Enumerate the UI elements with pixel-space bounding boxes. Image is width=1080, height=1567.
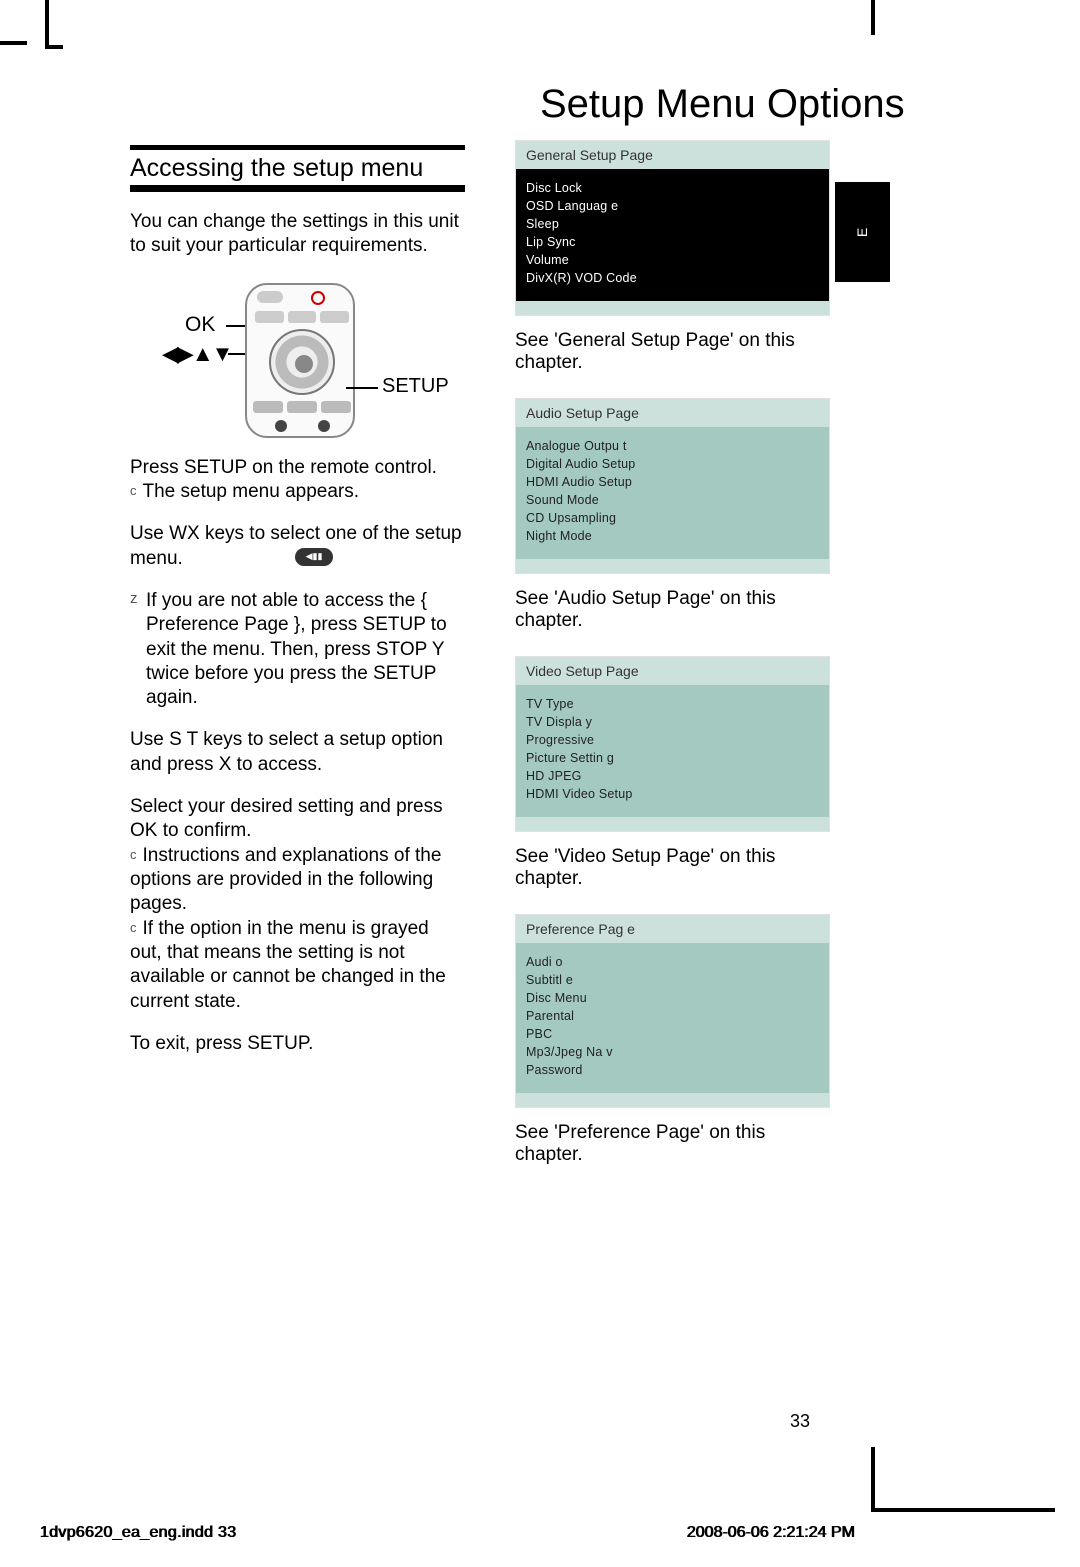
- text: Press SETUP on the remote control.: [130, 457, 437, 478]
- menu-item: Sleep: [526, 217, 819, 231]
- menu-footer: [516, 559, 829, 573]
- menu-item: Mp3/Jpeg Na v: [526, 1045, 819, 1059]
- menu-body: Analogue Outpu t Digital Audio Setup HDMI …: [516, 427, 829, 559]
- menu-body: Disc Lock OSD Languag e Sleep Lip Sync Volum…: [516, 169, 829, 301]
- menu-footer: [516, 301, 829, 315]
- menu-header: General Setup Page: [516, 141, 829, 169]
- text: If the option in the menu is grayed out,…: [130, 918, 446, 1012]
- footer-file: 1dvp6620_ea_eng.indd 33: [40, 1524, 236, 1542]
- menu-item: Disc Menu: [526, 991, 819, 1005]
- menu-item: Sound Mode: [526, 493, 819, 507]
- see-reference: See 'Video Setup Page' on this chapter.: [515, 846, 830, 890]
- text: The setup menu appears.: [143, 481, 360, 502]
- menu-header: Audio Setup Page: [516, 399, 829, 427]
- remote-label-setup: SETUP: [382, 375, 449, 398]
- step-text: Select your desired setting and press OK…: [130, 795, 465, 1014]
- menu-item: HDMI Audio Setup: [526, 475, 819, 489]
- crop-mark: [875, 1508, 1055, 1512]
- side-tab-label: E: [855, 227, 871, 237]
- menu-item: Progressive: [526, 733, 819, 747]
- text: Instructions and explanations of the opt…: [130, 845, 441, 915]
- see-reference: See 'Preference Page' on this chapter.: [515, 1122, 830, 1166]
- menu-box-preference: Preference Pag e Audi o Subtitl e Disc Menu…: [515, 914, 830, 1108]
- menu-box-general: General Setup Page Disc Lock OSD Languag e…: [515, 140, 830, 316]
- menu-item: Audi o: [526, 955, 819, 969]
- menu-item: TV Type: [526, 697, 819, 711]
- menu-item: Digital Audio Setup: [526, 457, 819, 471]
- intro-text: You can change the settings in this unit…: [130, 210, 465, 259]
- menu-box-video: Video Setup Page TV Type TV Displa y Progre…: [515, 656, 830, 832]
- crop-mark: [871, 1447, 875, 1512]
- leader-line: [346, 387, 378, 389]
- step-text: Press SETUP on the remote control. c The …: [130, 456, 465, 505]
- remote-illustration: OK ◀▶▲▼ ◀▮▮ SETUP: [130, 273, 465, 438]
- menu-item: Password: [526, 1063, 819, 1077]
- note-text: If you are not able to access the { Pref…: [130, 589, 465, 711]
- menu-item: CD Upsampling: [526, 511, 819, 525]
- arrow-icon: c: [130, 920, 137, 935]
- menu-item: Night Mode: [526, 529, 819, 543]
- step-text: Use S T keys to select a setup option an…: [130, 728, 465, 777]
- text: Select your desired setting and press OK…: [130, 796, 443, 841]
- remote-body: ◀▮▮: [245, 283, 355, 438]
- menu-previews: General Setup Page Disc Lock OSD Languag e…: [515, 140, 830, 1190]
- divider: [130, 145, 465, 150]
- menu-item: HD JPEG: [526, 769, 819, 783]
- divider: [130, 187, 465, 192]
- page-number: 33: [790, 1411, 810, 1432]
- footer-timestamp: 2008-06-06 2:21:24 PM: [687, 1524, 855, 1542]
- menu-item: HDMI Video Setup: [526, 787, 819, 801]
- menu-item: Volume: [526, 253, 819, 267]
- crop-mark: [0, 0, 27, 45]
- side-tab: E: [835, 182, 890, 282]
- menu-box-audio: Audio Setup Page Analogue Outpu t Digital …: [515, 398, 830, 574]
- page-title: Setup Menu Options: [540, 82, 905, 127]
- menu-item: Analogue Outpu t: [526, 439, 819, 453]
- menu-header: Preference Pag e: [516, 915, 829, 943]
- power-icon: [311, 291, 325, 305]
- arrow-icon: c: [130, 483, 137, 498]
- menu-footer: [516, 1093, 829, 1107]
- menu-item: TV Displa y: [526, 715, 819, 729]
- menu-item: Subtitl e: [526, 973, 819, 987]
- menu-item: Lip Sync: [526, 235, 819, 249]
- menu-item: Picture Settin g: [526, 751, 819, 765]
- menu-footer: [516, 817, 829, 831]
- remote-label-ok: OK: [185, 313, 215, 337]
- arrow-icon: c: [130, 847, 137, 862]
- crop-mark: [45, 45, 63, 49]
- section-heading: Accessing the setup menu: [130, 154, 465, 183]
- see-reference: See 'Audio Setup Page' on this chapter.: [515, 588, 830, 632]
- menu-item: Parental: [526, 1009, 819, 1023]
- crop-mark: [45, 0, 49, 45]
- menu-item: OSD Languag e: [526, 199, 819, 213]
- menu-header: Video Setup Page: [516, 657, 829, 685]
- step-text: To exit, press SETUP.: [130, 1032, 465, 1056]
- see-reference: See 'General Setup Page' on this chapter…: [515, 330, 830, 374]
- menu-body: Audi o Subtitl e Disc Menu Parental PBC Mp3/J…: [516, 943, 829, 1093]
- menu-body: TV Type TV Displa y Progressive Picture Set…: [516, 685, 829, 817]
- remote-label-arrows: ◀▶▲▼: [162, 341, 231, 367]
- menu-item: PBC: [526, 1027, 819, 1041]
- crop-mark: [871, 0, 875, 35]
- menu-item: DivX(R) VOD Code: [526, 271, 819, 285]
- menu-item: Disc Lock: [526, 181, 819, 195]
